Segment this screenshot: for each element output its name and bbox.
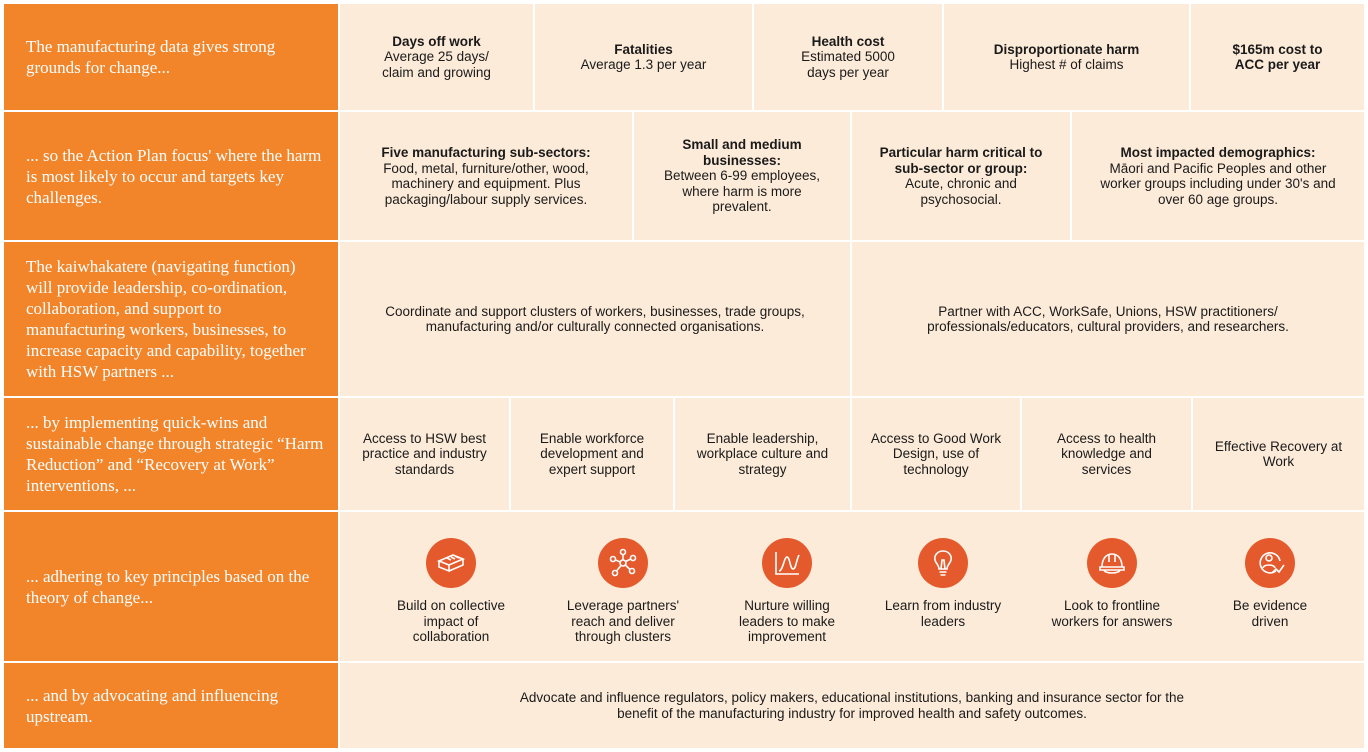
focus-text: Between 6-99 employees, where harm is mo… <box>663 168 821 215</box>
focus-text: Acute, chronic and psychosocial. <box>905 176 1017 207</box>
data-cell-days-off: Days off work Average 25 days/ claim and… <box>340 4 533 110</box>
lightbulb-icon <box>918 538 968 588</box>
bricks-icon <box>426 538 476 588</box>
principle-item: Be evidence driven <box>1185 512 1355 661</box>
data-cell-health-cost: Health cost Estimated 5000 days per year <box>754 4 942 110</box>
data-title: $165m cost to ACC per year <box>1232 41 1323 73</box>
row-label-data: The manufacturing data gives strong grou… <box>4 4 338 110</box>
principle-text: Build on collective impact of collaborat… <box>396 598 506 644</box>
principle-item: Leverage partners' reach and deliver thr… <box>538 512 708 661</box>
intervention-cell: Effective Recovery at Work <box>1193 398 1364 510</box>
focus-title: Five manufacturing sub-sectors: <box>381 145 591 160</box>
hard-hat-icon <box>1087 538 1137 588</box>
principle-text: Leverage partners' reach and deliver thr… <box>566 598 680 644</box>
intervention-text: Enable leadership, workplace culture and… <box>696 430 829 477</box>
kaiwhakatere-text: Partner with ACC, WorkSafe, Unions, HSW … <box>927 303 1289 335</box>
focus-title: Particular harm critical to sub-sector o… <box>879 145 1043 176</box>
focus-cell-demographics: Most impacted demographics: Māori and Pa… <box>1072 112 1364 240</box>
network-icon <box>598 538 648 588</box>
intervention-text: Access to health knowledge and services <box>1056 430 1157 477</box>
data-title: Disproportionate harm <box>993 41 1140 57</box>
data-cell-fatalities: Fatalities Average 1.3 per year <box>535 4 752 110</box>
principle-item: Learn from industry leaders <box>858 512 1028 661</box>
principle-item: Look to frontline workers for answers <box>1027 512 1197 661</box>
data-title: Fatalities <box>614 41 673 57</box>
intervention-text: Enable workforce development and expert … <box>539 430 645 477</box>
kaiwhakatere-text: Coordinate and support clusters of worke… <box>385 303 805 335</box>
focus-text: Māori and Pacific Peoples and other work… <box>1100 160 1336 207</box>
advocacy-cell: Advocate and influence regulators, polic… <box>340 663 1364 748</box>
principle-text: Learn from industry leaders <box>884 598 1002 629</box>
row-label-focus: ... so the Action Plan focus' where the … <box>4 112 338 240</box>
focus-cell-particular-harm: Particular harm critical to sub-sector o… <box>852 112 1070 240</box>
focus-text: Food, metal, furniture/other, wood, mach… <box>383 160 589 207</box>
principle-text: Look to frontline workers for answers <box>1051 598 1173 629</box>
focus-title: Most impacted demographics: <box>1120 145 1316 160</box>
data-title: Days off work <box>392 33 481 49</box>
intervention-cell: Access to Good Work Design, use of techn… <box>852 398 1020 510</box>
advocacy-text: Advocate and influence regulators, polic… <box>519 690 1185 721</box>
intervention-cell: Access to HSW best practice and industry… <box>340 398 509 510</box>
principle-text: Nurture willing leaders to make improvem… <box>738 598 836 644</box>
data-cell-disproportionate-harm: Disproportionate harm Highest # of claim… <box>944 4 1189 110</box>
row-label-advocacy: ... and by advocating and influencing up… <box>4 663 338 748</box>
data-text: Estimated 5000 days per year <box>801 49 895 80</box>
intervention-cell: Access to health knowledge and services <box>1022 398 1191 510</box>
principle-item: Nurture willing leaders to make improvem… <box>702 512 872 661</box>
data-text: Highest # of claims <box>1009 57 1124 72</box>
focus-title: Small and medium businesses: <box>682 137 802 168</box>
focus-cell-subsectors: Five manufacturing sub-sectors: Food, me… <box>340 112 632 240</box>
kaiwhakatere-cell-partner: Partner with ACC, WorkSafe, Unions, HSW … <box>852 242 1364 396</box>
row-label-kaiwhakatere: The kaiwhakatere (navigating function) w… <box>4 242 338 396</box>
data-text: Average 1.3 per year <box>580 57 707 72</box>
kaiwhakatere-cell-coordinate: Coordinate and support clusters of worke… <box>340 242 850 396</box>
principle-text: Be evidence driven <box>1232 598 1308 629</box>
intervention-text: Access to HSW best practice and industry… <box>362 430 487 477</box>
intervention-text: Access to Good Work Design, use of techn… <box>870 430 1002 477</box>
intervention-cell: Enable leadership, workplace culture and… <box>675 398 850 510</box>
intervention-text: Effective Recovery at Work <box>1214 438 1343 470</box>
data-text: Average 25 days/ claim and growing <box>382 49 491 80</box>
row-label-principles: ... adhering to key principles based on … <box>4 512 338 661</box>
principle-item: Build on collective impact of collaborat… <box>366 512 536 661</box>
principles-panel <box>340 512 1364 661</box>
data-cell-acc-cost: $165m cost to ACC per year <box>1191 4 1364 110</box>
focus-cell-sme: Small and medium businesses: Between 6-9… <box>634 112 850 240</box>
growth-curve-icon <box>762 538 812 588</box>
evidence-icon <box>1245 538 1295 588</box>
data-title: Health cost <box>811 33 885 49</box>
row-label-interventions: ... by implementing quick-wins and susta… <box>4 398 338 510</box>
intervention-cell: Enable workforce development and expert … <box>511 398 673 510</box>
